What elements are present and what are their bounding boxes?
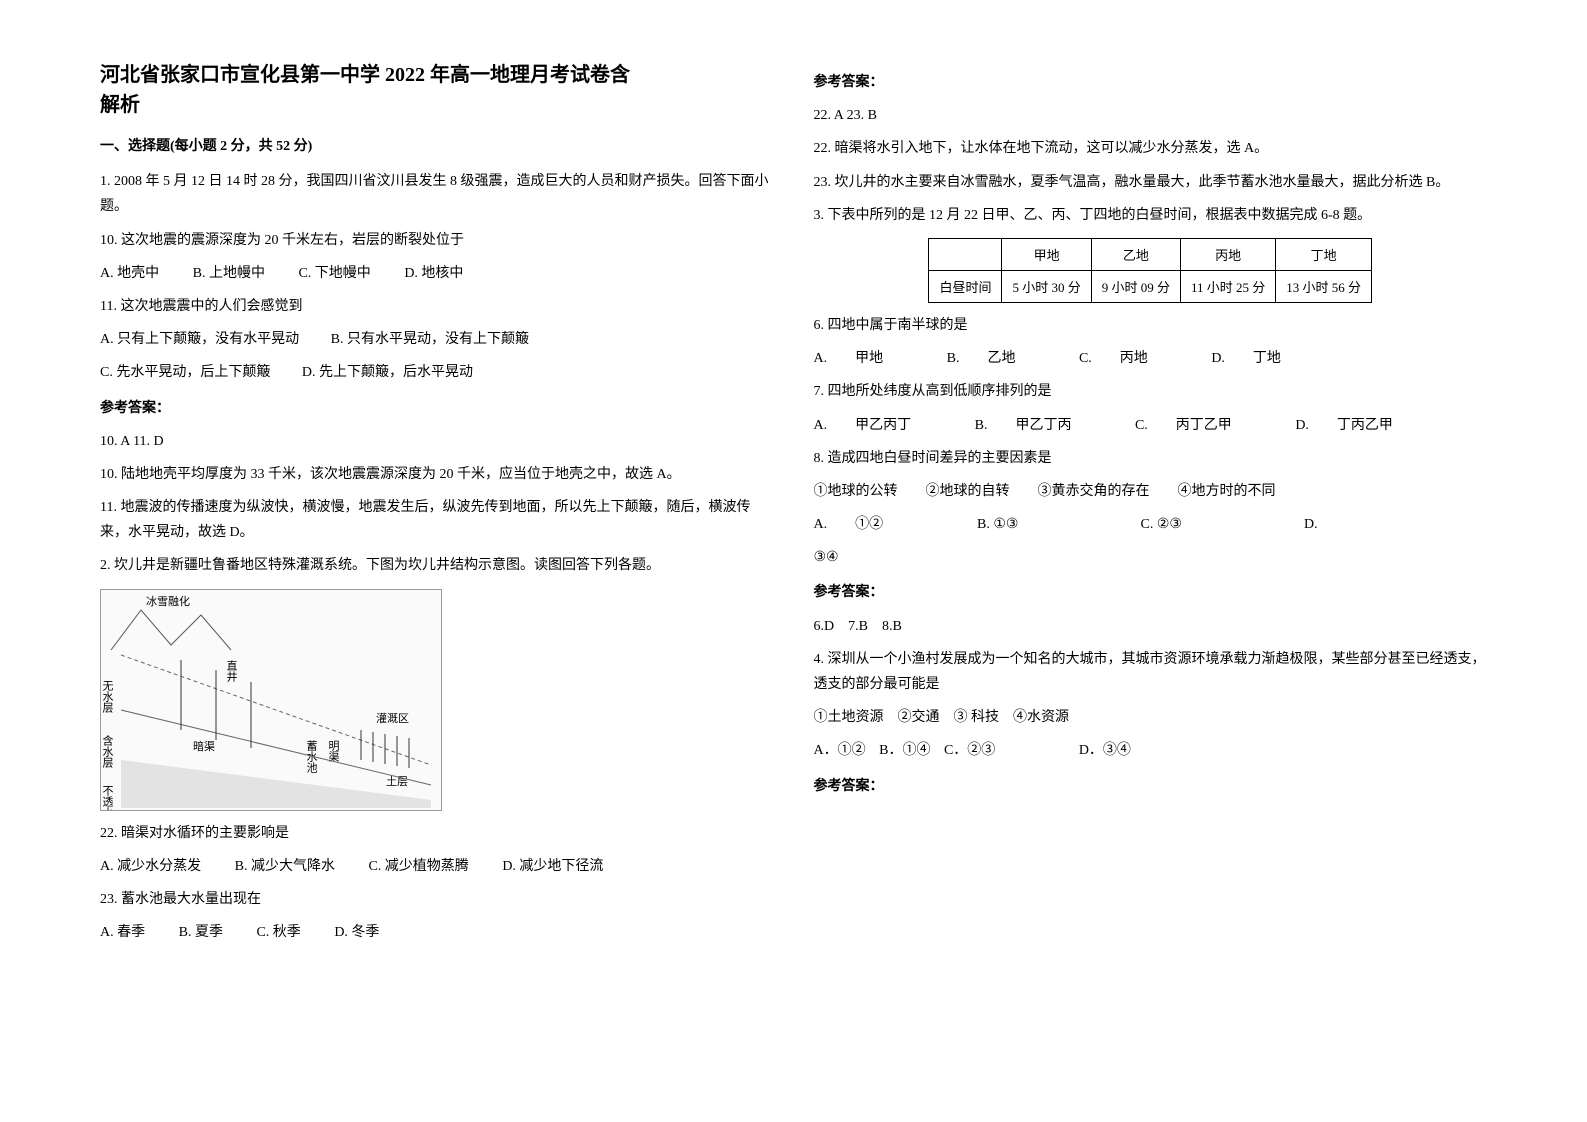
th-bing: 丙地 [1181, 238, 1276, 270]
opt-c: C. 秋季 [256, 920, 300, 945]
exam-page: 河北省张家口市宣化县第一中学 2022 年高一地理月考试卷含 解析 一、选择题(… [0, 0, 1587, 1122]
answer-label: 参考答案： [814, 70, 1488, 95]
opt-b: B. ①③ [977, 512, 1137, 537]
answer-label: 参考答案： [814, 580, 1488, 605]
th-yi: 乙地 [1091, 238, 1180, 270]
q1-explain-11: 11. 地震波的传播速度为纵波快，横波慢，地震发生后，纵波先传到地面，所以先上下… [100, 495, 774, 545]
q3-sub8-options: A. ①② B. ①③ C. ②③ D. [814, 512, 1488, 537]
q1-stem: 1. 2008 年 5 月 12 日 14 时 28 分，我国四川省汶川县发生 … [100, 169, 774, 219]
q1-sub11-opt-row1: A. 只有上下颠簸，没有水平晃动 B. 只有水平晃动，没有上下颠簸 [100, 327, 774, 352]
q3-sub8-stem: 8. 造成四地白昼时间差异的主要因素是 [814, 446, 1488, 471]
q3-answer-short: 6.D 7.B 8.B [814, 614, 1488, 639]
opt-a: A. 地壳中 [100, 261, 159, 286]
cell: 9 小时 09 分 [1091, 270, 1180, 302]
opt-b: B．①④ [879, 738, 930, 763]
cell: 5 小时 30 分 [1002, 270, 1091, 302]
opt-a: A. 减少水分蒸发 [100, 854, 201, 879]
q4-stem: 4. 深圳从一个小渔村发展成为一个知名的大城市，其城市资源环境承载力渐趋极限，某… [814, 647, 1488, 697]
opt-c: C. ②③ [1141, 512, 1301, 537]
opt-c: C. 先水平晃动，后上下颠簸 [100, 365, 270, 380]
q2-explain-22: 22. 暗渠将水引入地下，让水体在地下流动，这可以减少水分蒸发，选 A。 [814, 136, 1488, 161]
opt-c: C. 下地幔中 [298, 261, 370, 286]
svg-text:无水层: 无水层 [101, 680, 114, 714]
opt-b: B. 只有水平晃动，没有上下颠簸 [331, 332, 529, 347]
q1-explain-10: 10. 陆地地壳平均厚度为 33 千米，该次地震震源深度为 20 千米，应当位于… [100, 462, 774, 487]
svg-text:不透水层: 不透水层 [101, 785, 114, 810]
kanerjing-diagram: 冰雪融化 无水层 直井 含水层 暗渠 蓄水池 明渠 灌溉区 不透水层 土层 [100, 589, 442, 811]
opt-d: D. 减少地下径流 [502, 854, 603, 879]
q2-sub22-options: A. 减少水分蒸发 B. 减少大气降水 C. 减少植物蒸腾 D. 减少地下径流 [100, 854, 774, 879]
opt-d: D. 丁地 [1211, 346, 1281, 371]
right-column: 参考答案： 22. A 23. B 22. 暗渠将水引入地下，让水体在地下流动，… [794, 60, 1508, 1082]
svg-text:含水层: 含水层 [101, 733, 114, 768]
row-label: 白昼时间 [929, 270, 1002, 302]
q3-sub6-stem: 6. 四地中属于南半球的是 [814, 313, 1488, 338]
answer-label: 参考答案： [100, 396, 774, 421]
opt-c: C. 减少植物蒸腾 [368, 854, 468, 879]
q2-sub23-options: A. 春季 B. 夏季 C. 秋季 D. 冬季 [100, 920, 774, 945]
diagram-svg: 冰雪融化 无水层 直井 含水层 暗渠 蓄水池 明渠 灌溉区 不透水层 土层 [101, 590, 441, 810]
q1-sub11-stem: 11. 这次地震震中的人们会感觉到 [100, 294, 774, 319]
q3-sub7-options: A. 甲乙丙丁 B. 甲乙丁丙 C. 丙丁乙甲 D. 丁丙乙甲 [814, 413, 1488, 438]
opt-b: B. 夏季 [179, 920, 223, 945]
q2-sub23-stem: 23. 蓄水池最大水量出现在 [100, 887, 774, 912]
q1-sub10-stem: 10. 这次地震的震源深度为 20 千米左右，岩层的断裂处位于 [100, 228, 774, 253]
opt-d: D. 冬季 [334, 920, 379, 945]
opt-b: B. 上地幔中 [193, 261, 265, 286]
svg-text:灌溉区: 灌溉区 [376, 712, 409, 725]
opt-c: C．②③ [944, 738, 995, 763]
opt-a: A．①② [814, 738, 866, 763]
opt-a: A. 甲地 [814, 346, 884, 371]
cell: 13 小时 56 分 [1276, 270, 1372, 302]
q3-sub7-stem: 7. 四地所处纬度从高到低顺序排列的是 [814, 379, 1488, 404]
q4-factors: ①土地资源 ②交通 ③ 科技 ④水资源 [814, 705, 1488, 730]
q3-sub8-opt-d-continued: ③④ [814, 545, 1488, 570]
q1-answer-short: 10. A 11. D [100, 429, 774, 454]
q3-sub8-factors: ①地球的公转 ②地球的自转 ③黄赤交角的存在 ④地方时的不同 [814, 479, 1488, 504]
title-line-1: 河北省张家口市宣化县第一中学 2022 年高一地理月考试卷含 [100, 64, 630, 86]
q2-sub22-stem: 22. 暗渠对水循环的主要影响是 [100, 821, 774, 846]
exam-title: 河北省张家口市宣化县第一中学 2022 年高一地理月考试卷含 解析 [100, 60, 774, 120]
q3-sub6-options: A. 甲地 B. 乙地 C. 丙地 D. 丁地 [814, 346, 1488, 371]
opt-d: D. 丁丙乙甲 [1295, 413, 1393, 438]
th-ding: 丁地 [1276, 238, 1372, 270]
opt-b: B. 甲乙丁丙 [975, 413, 1072, 438]
opt-d: D. 先上下颠簸，后水平晃动 [302, 365, 473, 380]
q2-answer-short: 22. A 23. B [814, 103, 1488, 128]
table-row: 白昼时间 5 小时 30 分 9 小时 09 分 11 小时 25 分 13 小… [929, 270, 1372, 302]
answer-label: 参考答案： [814, 774, 1488, 799]
q4-options: A．①② B．①④ C．②③ D．③④ [814, 738, 1488, 763]
table-header-row: 甲地 乙地 丙地 丁地 [929, 238, 1372, 270]
opt-a: A. 甲乙丙丁 [814, 413, 912, 438]
opt-b: B. 乙地 [947, 346, 1016, 371]
opt-d: D. [1304, 512, 1318, 537]
opt-a: A. 春季 [100, 920, 145, 945]
q1-sub10-options: A. 地壳中 B. 上地幔中 C. 下地幔中 D. 地核中 [100, 261, 774, 286]
svg-text:暗渠: 暗渠 [193, 739, 215, 753]
opt-c: C. 丙丁乙甲 [1135, 413, 1232, 438]
section-1-header: 一、选择题(每小题 2 分，共 52 分) [100, 134, 774, 159]
title-line-2: 解析 [100, 94, 140, 116]
svg-text:明渠: 明渠 [327, 739, 340, 762]
q2-explain-23: 23. 坎儿井的水主要来自冰雪融水，夏季气温高，融水量最大，此季节蓄水池水量最大… [814, 170, 1488, 195]
q1-sub11-opt-row2: C. 先水平晃动，后上下颠簸 D. 先上下颠簸，后水平晃动 [100, 360, 774, 385]
q3-stem: 3. 下表中所列的是 12 月 22 日甲、乙、丙、丁四地的白昼时间，根据表中数… [814, 203, 1488, 228]
q2-stem: 2. 坎儿井是新疆吐鲁番地区特殊灌溉系统。下图为坎儿井结构示意图。读图回答下列各… [100, 553, 774, 578]
opt-a: A. ①② [814, 512, 974, 537]
svg-text:直井: 直井 [225, 658, 238, 682]
opt-b: B. 减少大气降水 [235, 854, 335, 879]
opt-d: D．③④ [1079, 738, 1131, 763]
daylight-table: 甲地 乙地 丙地 丁地 白昼时间 5 小时 30 分 9 小时 09 分 11 … [928, 238, 1372, 303]
th-jia: 甲地 [1002, 238, 1091, 270]
cell: 11 小时 25 分 [1181, 270, 1276, 302]
opt-c: C. 丙地 [1079, 346, 1148, 371]
left-column: 河北省张家口市宣化县第一中学 2022 年高一地理月考试卷含 解析 一、选择题(… [80, 60, 794, 1082]
opt-a: A. 只有上下颠簸，没有水平晃动 [100, 332, 299, 347]
th-blank [929, 238, 1002, 270]
opt-d: D. 地核中 [404, 261, 463, 286]
svg-text:冰雪融化: 冰雪融化 [146, 594, 190, 608]
